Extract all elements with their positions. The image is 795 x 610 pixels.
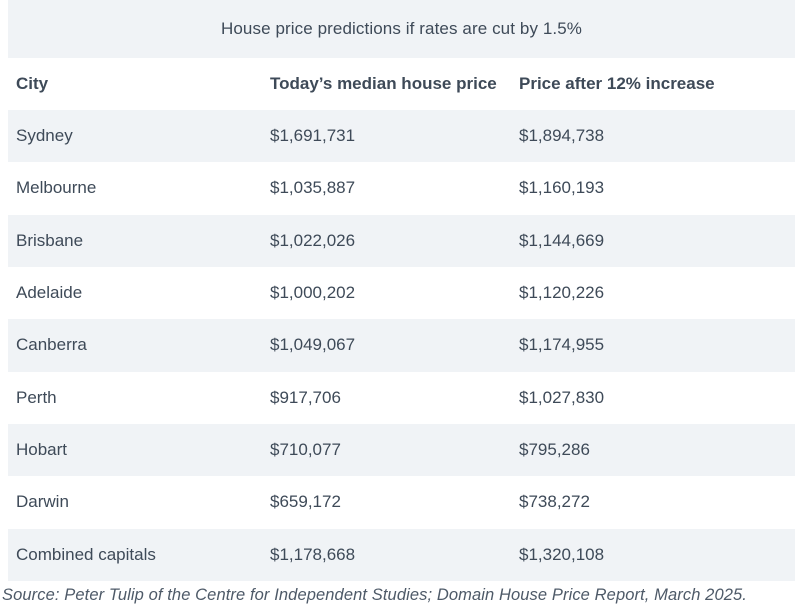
increase-price-cell: $738,272	[519, 492, 590, 512]
today-price-cell: $1,000,202	[270, 283, 356, 303]
city-cell: Darwin	[16, 492, 69, 512]
city-cell: Sydney	[16, 126, 73, 146]
table-title: House price predictions if rates are cut…	[8, 0, 795, 58]
today-price-cell: $917,706	[270, 387, 341, 407]
table-row: Melbourne $1,035,887 $1,160,193	[8, 162, 795, 214]
table-body: Sydney $1,691,731 $1,894,738 Melbourne $…	[0, 110, 795, 581]
column-header-increase-price: Price after 12% increase	[519, 74, 715, 93]
source-attribution: Source: Peter Tulip of the Centre for In…	[2, 585, 747, 604]
table-row: Hobart $710,077 $795,286	[8, 423, 795, 477]
increase-price-cell: $1,320,108	[519, 544, 605, 564]
today-price-cell: $1,049,067	[270, 335, 356, 355]
column-header-city: City	[16, 74, 49, 93]
table-row: Darwin $659,172 $738,272	[8, 476, 795, 528]
today-price-cell: $1,691,731	[270, 126, 356, 146]
column-header-today-price: Today’s median house price	[270, 74, 497, 93]
city-cell: Perth	[16, 387, 57, 407]
increase-price-cell: $1,120,226	[519, 283, 605, 303]
city-cell: Canberra	[16, 335, 87, 355]
table-row: Adelaide $1,000,202 $1,120,226	[8, 267, 795, 319]
city-cell: Hobart	[16, 440, 68, 460]
increase-price-cell: $795,286	[519, 440, 590, 460]
today-price-cell: $1,035,887	[270, 178, 356, 198]
increase-price-cell: $1,144,669	[519, 230, 605, 250]
table-row: Brisbane $1,022,026 $1,144,669	[8, 214, 795, 267]
today-price-cell: $710,077	[270, 440, 341, 460]
city-cell: Adelaide	[16, 283, 83, 303]
table-header-row: City Today’s median house price Price af…	[8, 58, 795, 110]
increase-price-cell: $1,174,955	[519, 335, 605, 355]
today-price-cell: $1,022,026	[270, 230, 356, 250]
today-price-cell: $659,172	[270, 492, 341, 512]
increase-price-cell: $1,894,738	[519, 126, 605, 146]
table-row: Canberra $1,049,067 $1,174,955	[8, 319, 795, 372]
table-row: Sydney $1,691,731 $1,894,738	[8, 110, 795, 163]
table-row: Combined capitals $1,178,668 $1,320,108	[8, 528, 795, 581]
city-cell: Combined capitals	[16, 544, 156, 564]
today-price-cell: $1,178,668	[270, 544, 356, 564]
city-cell: Brisbane	[16, 230, 84, 250]
city-cell: Melbourne	[16, 178, 97, 198]
increase-price-cell: $1,027,830	[519, 387, 605, 407]
increase-price-cell: $1,160,193	[519, 178, 605, 198]
table-row: Perth $917,706 $1,027,830	[8, 372, 795, 424]
